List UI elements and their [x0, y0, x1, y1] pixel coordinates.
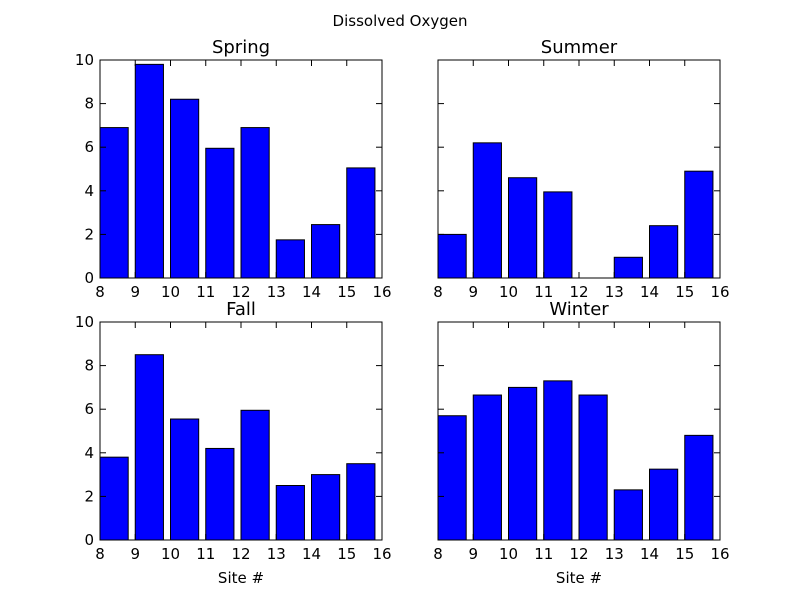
subplot-fall-xlabel: Site #	[218, 569, 264, 587]
subplot-summer-xtick-label: 8	[433, 283, 443, 301]
figure-title: Dissolved Oxygen	[333, 12, 468, 30]
subplot-summer-xtick-label: 9	[468, 283, 478, 301]
subplot-fall-ytick-label: 0	[84, 531, 94, 549]
subplot-spring-bar-site-13	[275, 239, 305, 279]
subplot-fall-xtick-label: 9	[130, 545, 140, 563]
subplot-spring-bar-site-8	[99, 127, 129, 279]
subplot-winter-bar-site-10	[508, 386, 538, 541]
subplot-summer-xtick-label: 10	[499, 283, 518, 301]
subplot-winter-xtick-label: 14	[640, 545, 659, 563]
subplot-winter-bar-site-11	[543, 380, 573, 541]
subplot-fall-xtick-label: 8	[95, 545, 105, 563]
subplot-fall-xtick-label: 11	[196, 545, 215, 563]
subplot-summer-bar-site-11	[543, 191, 573, 279]
subplot-winter-bar-site-15	[684, 434, 714, 541]
subplot-fall-xtick-label: 14	[302, 545, 321, 563]
subplot-winter-xtick-label: 10	[499, 545, 518, 563]
subplot-fall: 8 9 10 11 12 13 14 15 16 0 2 4 6 8 10 Fall Site #	[75, 299, 392, 587]
subplot-spring-bar-site-14	[311, 224, 341, 279]
subplot-spring-bar-site-10	[170, 98, 200, 279]
subplot-summer-xtick-label: 15	[675, 283, 694, 301]
subplot-fall-title: Fall	[226, 299, 256, 320]
subplot-winter-bar-site-14	[649, 468, 679, 541]
subplot-summer-bar-site-9	[472, 142, 502, 279]
subplot-fall-ytick-label: 4	[84, 444, 94, 462]
subplot-fall-bar-site-12	[240, 409, 270, 541]
subplot-winter-xlabel: Site #	[556, 569, 602, 587]
subplot-spring-ytick-label: 0	[84, 269, 94, 287]
subplot-fall-bar-site-8	[99, 456, 129, 541]
subplot-summer-xtick-label: 16	[710, 283, 729, 301]
subplot-summer-bar-site-14	[649, 225, 679, 279]
subplot-summer-xtick-label: 12	[569, 283, 588, 301]
subplot-spring-xtick-label: 9	[130, 283, 140, 301]
subplot-spring-xtick-label: 11	[196, 283, 215, 301]
subplot-spring-xtick-label: 16	[372, 283, 391, 301]
subplot-fall-bar-site-11	[205, 447, 235, 541]
subplot-winter-xtick-label: 15	[675, 545, 694, 563]
subplot-spring-ytick-label: 4	[84, 182, 94, 200]
subplot-summer-bar-site-10	[508, 177, 538, 279]
subplot-spring-bar-site-11	[205, 147, 235, 279]
subplot-fall-xtick-label: 10	[161, 545, 180, 563]
subplot-winter-xtick-label: 9	[468, 545, 478, 563]
subplot-spring-bar-site-12	[240, 127, 270, 279]
subplot-spring-xtick-label: 8	[95, 283, 105, 301]
subplot-spring: 8 9 10 11 12 13 14 15 16 0 2 4 6 8 10 Spring	[75, 37, 392, 301]
subplot-fall-bar-site-15	[346, 463, 376, 541]
subplot-fall-bar-site-14	[311, 474, 341, 541]
subplot-winter-xtick-label: 11	[534, 545, 553, 563]
subplot-spring-xtick-label: 13	[267, 283, 286, 301]
subplot-winter-xtick-label: 13	[605, 545, 624, 563]
subplot-winter-xtick-label: 12	[569, 545, 588, 563]
subplot-fall-xtick-label: 12	[231, 545, 250, 563]
subplot-spring-xtick-label: 15	[337, 283, 356, 301]
subplot-spring-bar-site-15	[346, 167, 376, 279]
subplot-fall-bar-site-9	[134, 354, 164, 541]
subplot-winter-bar-site-8	[437, 415, 467, 541]
subplot-winter: 8 9 10 11 12 13 14 15 16 Winter Site #	[433, 299, 729, 587]
subplot-summer: 8 9 10 11 12 13 14 15 16 Summer	[433, 37, 729, 301]
subplot-winter-bar-site-12	[578, 394, 608, 541]
subplot-fall-ytick-label: 8	[84, 357, 94, 375]
subplot-winter-xtick-label: 8	[433, 545, 443, 563]
subplot-summer-bar-site-8	[437, 233, 467, 279]
subplot-fall-ytick-label: 6	[84, 400, 94, 418]
subplot-fall-xtick-label: 16	[372, 545, 391, 563]
subplot-summer-bar-site-13	[613, 256, 643, 279]
subplot-fall-xtick-label: 15	[337, 545, 356, 563]
subplot-winter-bar-site-9	[472, 394, 502, 541]
subplot-spring-title: Spring	[212, 37, 270, 58]
subplot-fall-xtick-label: 13	[267, 545, 286, 563]
subplot-fall-ytick-label: 10	[75, 313, 94, 331]
subplot-spring-xtick-label: 10	[161, 283, 180, 301]
subplot-fall-bar-site-13	[275, 485, 305, 541]
subplot-spring-ytick-label: 6	[84, 138, 94, 156]
subplot-spring-xtick-label: 12	[231, 283, 250, 301]
subplot-winter-bar-site-13	[613, 489, 643, 541]
subplot-spring-bar-site-9	[134, 63, 164, 279]
subplot-spring-ytick-label: 2	[84, 225, 94, 243]
subplot-fall-bar-site-10	[170, 418, 200, 541]
subplot-winter-xtick-label: 16	[710, 545, 729, 563]
subplot-winter-title: Winter	[549, 299, 609, 320]
subplot-summer-bar-site-15	[684, 170, 714, 279]
subplot-summer-xtick-label: 11	[534, 283, 553, 301]
subplot-fall-ytick-label: 2	[84, 487, 94, 505]
subplot-spring-ytick-label: 10	[75, 51, 94, 69]
subplot-spring-xtick-label: 14	[302, 283, 321, 301]
subplot-summer-title: Summer	[541, 37, 618, 58]
subplot-summer-xtick-label: 14	[640, 283, 659, 301]
subplot-spring-ytick-label: 8	[84, 95, 94, 113]
subplot-summer-xtick-label: 13	[605, 283, 624, 301]
